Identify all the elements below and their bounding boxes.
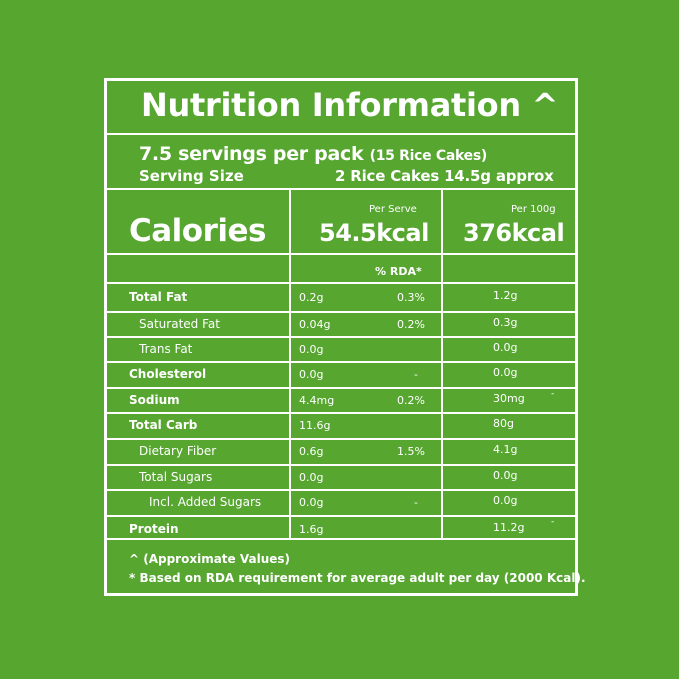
nutrient-rda: 0.3% — [397, 291, 425, 304]
nutrient-name: Total Sugars — [139, 469, 213, 484]
per-100g-kcal: 376kcal — [463, 219, 565, 247]
servings-per-pack: 7.5 servings per pack (15 Rice Cakes) — [139, 143, 487, 165]
nutrient-per-serve: 4.4mg — [299, 393, 335, 407]
per-serve-kcal: 54.5kcal — [319, 219, 429, 247]
nutrient-name: Sodium — [129, 392, 180, 407]
nutrient-name: Total Fat — [129, 290, 188, 304]
row-divider — [107, 464, 575, 466]
nutrient-per-100g: 4.1g — [493, 443, 518, 456]
divider — [107, 253, 575, 255]
rda-label: % RDA* — [375, 265, 422, 278]
per-serve-label: Per Serve — [369, 204, 417, 215]
footnote-approx: ^ (Approximate Values) — [129, 552, 291, 566]
nutrient-per-100g: 0.0g — [493, 340, 518, 354]
column-divider — [441, 190, 443, 538]
dash-mark: - — [551, 517, 555, 527]
column-divider — [289, 190, 291, 538]
row-divider — [107, 311, 575, 313]
dash-mark: - — [551, 389, 555, 399]
per-100g-label: Per 100g — [511, 204, 556, 215]
row-divider — [107, 489, 575, 491]
row-divider — [107, 412, 575, 414]
nutrient-per-serve: 0.2g — [299, 291, 324, 304]
servings-main: 7.5 servings per pack — [139, 143, 364, 165]
nutrient-name: Incl. Added Sugars — [149, 495, 262, 509]
servings-note: (15 Rice Cakes) — [369, 148, 488, 164]
nutrient-per-100g: 1.2g — [493, 289, 518, 302]
row-divider — [107, 438, 575, 440]
divider — [107, 282, 575, 284]
nutrient-name: Cholesterol — [129, 367, 207, 381]
nutrition-panel: Nutrition Information ^ 7.5 servings per… — [104, 78, 586, 596]
nutrient-name: Total Carb — [129, 418, 198, 432]
nutrient-rda: 1.5% — [397, 445, 425, 458]
footnote-rda: * Based on RDA requirement for average a… — [129, 571, 586, 585]
row-divider — [107, 515, 575, 517]
nutrient-rda: - — [414, 496, 418, 509]
nutrient-rda: 0.2% — [397, 317, 425, 331]
row-divider — [107, 387, 575, 389]
nutrient-rda: - — [414, 368, 418, 381]
nutrient-per-100g: 0.3g — [493, 315, 518, 329]
nutrient-per-serve: 1.6g — [299, 523, 324, 536]
calories-label: Calories — [129, 213, 266, 249]
row-divider — [107, 361, 575, 363]
divider — [107, 538, 575, 540]
serving-size-label: Serving Size — [139, 167, 244, 185]
nutrient-per-100g: 11.2g — [493, 521, 525, 534]
nutrient-per-serve: 0.0g — [299, 470, 324, 484]
nutrient-name: Trans Fat — [139, 341, 193, 356]
panel-title: Nutrition Information ^ — [141, 86, 559, 124]
nutrient-name: Saturated Fat — [139, 316, 220, 331]
nutrient-per-100g: 80g — [493, 417, 514, 430]
row-divider — [107, 336, 575, 338]
nutrient-per-serve: 0.0g — [299, 368, 324, 381]
divider — [107, 133, 575, 135]
nutrient-per-serve: 0.6g — [299, 445, 324, 458]
nutrient-per-serve: 0.0g — [299, 342, 324, 356]
nutrient-rda: 0.2% — [397, 393, 425, 407]
nutrient-per-serve: 11.6g — [299, 419, 331, 432]
nutrient-per-100g: 30mg — [493, 391, 525, 405]
divider — [107, 188, 575, 190]
nutrient-per-100g: 0.0g — [493, 468, 518, 482]
nutrient-name: Dietary Fiber — [139, 444, 217, 458]
nutrient-name: Protein — [129, 522, 179, 536]
serving-size-value: 2 Rice Cakes 14.5g approx — [335, 167, 554, 185]
nutrient-per-100g: 0.0g — [493, 494, 518, 507]
nutrient-per-100g: 0.0g — [493, 366, 518, 379]
nutrient-per-serve: 0.0g — [299, 496, 324, 509]
nutrient-per-serve: 0.04g — [299, 317, 331, 331]
